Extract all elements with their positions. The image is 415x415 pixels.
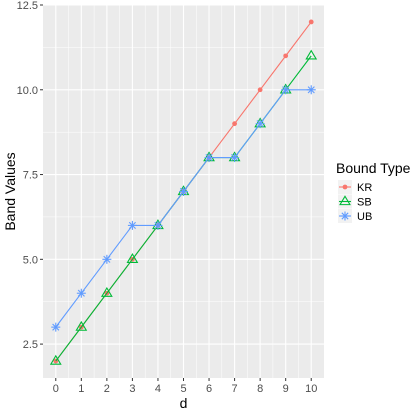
data-point-kr bbox=[308, 19, 314, 25]
asterisk-stroke bbox=[205, 154, 213, 162]
y-tick-label: 10.0 bbox=[17, 85, 38, 97]
asterisk-stroke bbox=[77, 289, 85, 297]
legend-title: Bound Type bbox=[336, 160, 411, 176]
x-tick-label: 8 bbox=[257, 383, 263, 395]
data-point-ub bbox=[230, 153, 240, 163]
asterisk-stroke bbox=[282, 86, 290, 94]
data-point-sb bbox=[126, 253, 139, 263]
x-tick-label: 10 bbox=[305, 383, 317, 395]
y-axis-title: Band Values bbox=[2, 152, 18, 230]
data-point-ub bbox=[102, 254, 112, 264]
legend-marker-sb bbox=[339, 195, 351, 206]
y-axis: 2.5 5.0 7.5 10.0 12.5 bbox=[17, 0, 43, 351]
y-tick-label: 12.5 bbox=[17, 0, 38, 12]
x-tick-label: 2 bbox=[104, 383, 110, 395]
y-tick-label: 5.0 bbox=[23, 254, 38, 266]
asterisk-stroke bbox=[231, 154, 239, 162]
legend: Bound Type KR SB UB bbox=[336, 160, 411, 223]
legend-marker-kr bbox=[342, 184, 348, 190]
data-point-kr bbox=[283, 53, 289, 59]
x-tick-label: 9 bbox=[283, 383, 289, 395]
data-point-ub bbox=[306, 85, 316, 95]
x-tick-label: 1 bbox=[78, 383, 84, 395]
y-tick-label: 7.5 bbox=[23, 170, 38, 182]
asterisk-stroke bbox=[154, 221, 162, 229]
data-point-ub bbox=[281, 85, 291, 95]
data-point-ub bbox=[255, 119, 265, 129]
asterisk-stroke bbox=[341, 212, 349, 220]
series-ub bbox=[51, 85, 316, 332]
data-point-kr bbox=[257, 87, 263, 93]
data-point-sb bbox=[49, 354, 62, 365]
y-tick-label: 2.5 bbox=[23, 339, 38, 351]
grid bbox=[43, 4, 324, 378]
data-point-sb bbox=[75, 320, 88, 331]
asterisk-stroke bbox=[307, 86, 315, 94]
x-axis: 0 1 2 3 4 5 6 7 8 9 10 bbox=[53, 378, 317, 395]
legend-label-sb: SB bbox=[357, 197, 372, 209]
legend-label-ub: UB bbox=[357, 211, 372, 223]
data-point-ub bbox=[153, 220, 163, 230]
x-tick-label: 7 bbox=[232, 383, 238, 395]
asterisk-stroke bbox=[103, 255, 111, 263]
x-tick-label: 3 bbox=[129, 383, 135, 395]
data-point-sb bbox=[305, 49, 318, 60]
x-tick-label: 5 bbox=[180, 383, 186, 395]
data-point-kr bbox=[232, 121, 237, 127]
asterisk-stroke bbox=[128, 221, 136, 229]
x-axis-title: d bbox=[180, 395, 188, 411]
asterisk-stroke bbox=[179, 187, 188, 196]
legend-label-kr: KR bbox=[357, 182, 372, 194]
asterisk-stroke bbox=[52, 323, 60, 331]
data-point-ub bbox=[179, 187, 188, 196]
asterisk-stroke bbox=[256, 120, 264, 128]
x-tick-label: 0 bbox=[53, 383, 59, 395]
data-point-ub bbox=[204, 153, 214, 163]
legend-marker-ub bbox=[340, 211, 350, 221]
x-tick-label: 6 bbox=[206, 383, 212, 395]
series-layer bbox=[49, 19, 318, 365]
x-tick-label: 4 bbox=[155, 383, 161, 395]
data-point-ub bbox=[76, 288, 86, 298]
data-point-sb bbox=[100, 286, 113, 297]
data-point-ub bbox=[127, 220, 137, 230]
data-point-ub bbox=[51, 322, 61, 332]
